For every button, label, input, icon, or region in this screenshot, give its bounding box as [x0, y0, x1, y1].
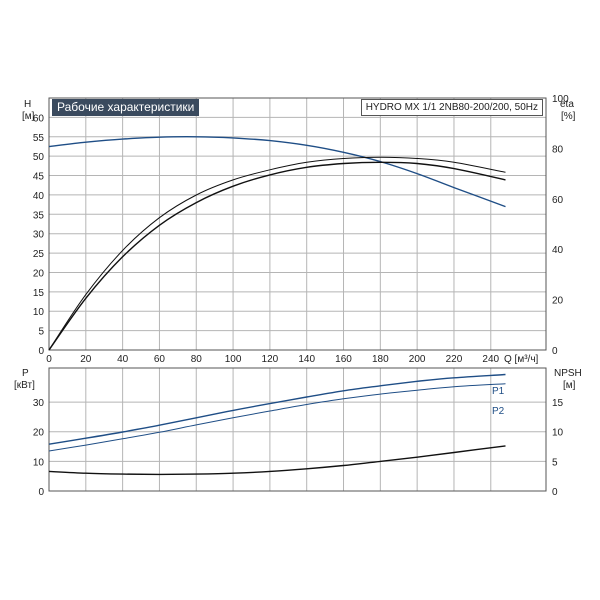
npsh-tick-label: 15: [552, 398, 564, 409]
p-tick-label: 20: [33, 428, 45, 439]
q-tick-label: 140: [298, 354, 315, 365]
h-axis-unit: [м]: [22, 111, 35, 122]
h-tick-label: 30: [33, 230, 45, 241]
head-curve: [48, 136, 506, 208]
h-tick-label: 55: [33, 133, 45, 144]
h-tick-label: 60: [33, 113, 45, 124]
q-axis-label: Q [м³/ч]: [504, 354, 539, 365]
h-tick-label: 40: [33, 191, 45, 202]
q-tick-label: 200: [409, 354, 426, 365]
q-tick-label: 40: [117, 354, 129, 365]
eta-axis-unit: [%]: [561, 111, 576, 122]
efficiency-curve: [48, 161, 506, 351]
h-tick-label: 50: [33, 152, 45, 163]
lower-panel-frame: [48, 367, 547, 492]
q-tick-label: 180: [372, 354, 389, 365]
upper-panel-frame: [48, 97, 547, 351]
p-axis-label: P: [22, 368, 29, 379]
q-tick-label: 120: [262, 354, 279, 365]
upper-panel-grid: [48, 98, 546, 351]
npsh-tick-label: 0: [552, 487, 558, 498]
h-tick-label: 5: [38, 327, 44, 338]
h-tick-label: 35: [33, 210, 45, 221]
h-tick-label: 0: [38, 346, 44, 357]
h-tick-label: 20: [33, 268, 45, 279]
eta-tick-label: 60: [552, 195, 564, 206]
eta-tick-label: 20: [552, 296, 564, 307]
q-tick-label: 60: [154, 354, 166, 365]
q-tick-label: 20: [80, 354, 92, 365]
p-tick-label: 30: [33, 398, 45, 409]
h-axis-label: H: [24, 99, 31, 110]
q-tick-label: 220: [446, 354, 463, 365]
p-tick-label: 10: [33, 457, 45, 468]
lower-panel-grid: [48, 368, 546, 492]
eta-tick-label: 100: [552, 94, 569, 105]
efficiency-curve: [48, 156, 506, 351]
npsh-axis-label: NPSH: [554, 368, 582, 379]
npsh-axis-unit: [м]: [563, 380, 576, 391]
h-tick-label: 15: [33, 288, 45, 299]
eta-tick-label: 80: [552, 144, 564, 155]
q-tick-label: 100: [225, 354, 242, 365]
h-tick-label: 10: [33, 307, 45, 318]
npsh-tick-label: 5: [552, 457, 558, 468]
p-tick-label: 0: [38, 487, 44, 498]
q-tick-label: 240: [482, 354, 499, 365]
performance-curves: [48, 136, 506, 476]
eta-axis-label: eta: [560, 99, 574, 110]
q-tick-label: 80: [191, 354, 203, 365]
npsh-curve: [48, 445, 506, 476]
p-axis-unit: [кВт]: [14, 380, 35, 391]
p1-series-label: P1: [492, 386, 505, 397]
q-tick-label: 160: [335, 354, 352, 365]
h-tick-label: 45: [33, 172, 45, 183]
p2-series-label: P2: [492, 406, 505, 417]
chart-title: Рабочие характеристики: [52, 99, 200, 116]
eta-tick-label: 0: [552, 346, 558, 357]
pump-model-label: HYDRO MX 1/1 2NB80-200/200, 50Hz: [360, 99, 543, 116]
eta-tick-label: 40: [552, 245, 564, 256]
npsh-tick-label: 10: [552, 428, 564, 439]
q-tick-label: 0: [46, 354, 52, 365]
power-p1-curve: [48, 373, 506, 445]
h-tick-label: 25: [33, 249, 45, 260]
power-p2-curve: [48, 383, 506, 452]
